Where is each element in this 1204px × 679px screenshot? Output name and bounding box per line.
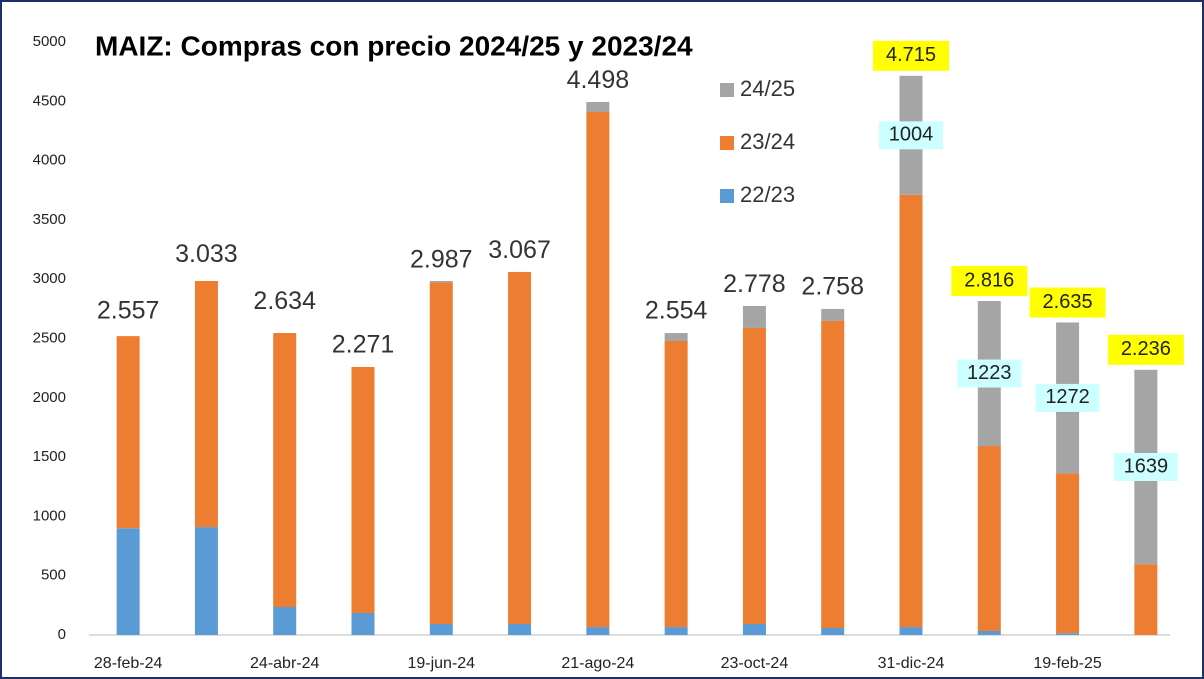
bar-segment	[664, 333, 688, 341]
bar-segment	[116, 336, 140, 529]
x-tick-label: 24-abr-24	[250, 655, 319, 672]
total-label: 4.715	[886, 44, 936, 66]
total-label: 2.758	[801, 273, 864, 301]
y-tick-label: 4500	[33, 92, 66, 109]
total-label: 3.067	[488, 236, 551, 264]
legend-swatch	[720, 83, 734, 97]
bar-segment	[586, 627, 610, 635]
bar-segment	[899, 194, 923, 628]
bar-segment	[273, 607, 297, 635]
bar-segment	[977, 446, 1001, 631]
x-tick-label: 21-ago-24	[561, 655, 634, 672]
y-tick-label: 2000	[33, 389, 66, 406]
bar-segment	[586, 102, 610, 112]
bar-segment	[977, 630, 1001, 635]
bar-segment	[429, 282, 453, 624]
legend-label: 24/25	[740, 76, 795, 101]
y-tick-label: 3500	[33, 211, 66, 228]
total-label-bg	[873, 40, 949, 71]
bar-segment	[429, 280, 453, 283]
bar-segment	[899, 627, 923, 635]
y-tick-label: 500	[41, 567, 66, 584]
bar-segment	[1134, 564, 1158, 635]
legend-swatch	[720, 136, 734, 150]
bar-segment	[508, 623, 532, 635]
bar-segment	[116, 528, 140, 635]
x-tick-label: 23-oct-24	[721, 655, 789, 672]
y-tick-label: 1500	[33, 448, 66, 465]
y-tick-label: 5000	[33, 33, 66, 50]
data-label: 1004	[889, 124, 934, 146]
bar-segment	[664, 627, 688, 635]
bar-segment	[429, 623, 453, 635]
total-label: 2.987	[410, 245, 473, 273]
chart-title: MAIZ: Compras con precio 2024/25 y 2023/…	[95, 30, 693, 61]
bar-segment	[194, 527, 218, 635]
bar-segment	[1056, 633, 1080, 635]
y-tick-label: 0	[58, 626, 66, 643]
bar-segment	[821, 308, 845, 321]
total-label: 2.816	[964, 269, 1014, 291]
y-tick-label: 1000	[33, 507, 66, 524]
data-label-bg	[1113, 453, 1178, 482]
data-label: 1272	[1045, 386, 1090, 408]
x-tick-label: 31-dic-24	[878, 655, 945, 672]
bar-segment	[586, 111, 610, 628]
y-tick-label: 3000	[33, 270, 66, 287]
y-tick-label: 2500	[33, 329, 66, 346]
total-label: 2.635	[1043, 291, 1093, 313]
total-label-bg	[951, 266, 1028, 297]
data-label: 1223	[967, 362, 1012, 384]
bar-segment	[194, 280, 218, 528]
bar-segment	[742, 623, 766, 635]
total-label: 2.554	[645, 297, 708, 325]
total-label: 2.271	[332, 330, 395, 358]
data-label-bg	[1035, 383, 1100, 412]
data-label-bg	[957, 359, 1022, 388]
bar-segment	[742, 327, 766, 624]
legend-label: 22/23	[740, 182, 795, 207]
bar-segment	[1056, 473, 1080, 634]
bar-segment	[742, 306, 766, 328]
bar-segment	[821, 320, 845, 629]
bar-segment	[664, 340, 688, 628]
total-label: 3.033	[175, 240, 238, 268]
x-tick-label: 28-feb-24	[94, 655, 163, 672]
bar-segment	[273, 333, 297, 608]
bar-segment	[351, 366, 375, 613]
x-tick-label: 19-feb-25	[1033, 655, 1102, 672]
total-label: 2.634	[253, 287, 316, 315]
x-tick-label: 19-jun-24	[407, 655, 475, 672]
bar-segment	[508, 271, 532, 624]
total-label-bg	[1107, 334, 1184, 365]
legend-label: 23/24	[740, 129, 795, 154]
data-label-bg	[879, 121, 943, 150]
data-label: 1639	[1124, 455, 1169, 477]
total-label-bg	[1029, 287, 1106, 318]
legend-swatch	[720, 189, 734, 203]
total-label: 2.778	[723, 270, 786, 298]
total-label: 2.236	[1121, 338, 1171, 360]
total-label: 2.557	[97, 296, 160, 324]
total-label: 4.498	[567, 66, 630, 94]
bar-segment	[821, 628, 845, 635]
bar-segment	[351, 612, 375, 635]
y-tick-label: 4000	[33, 152, 66, 169]
